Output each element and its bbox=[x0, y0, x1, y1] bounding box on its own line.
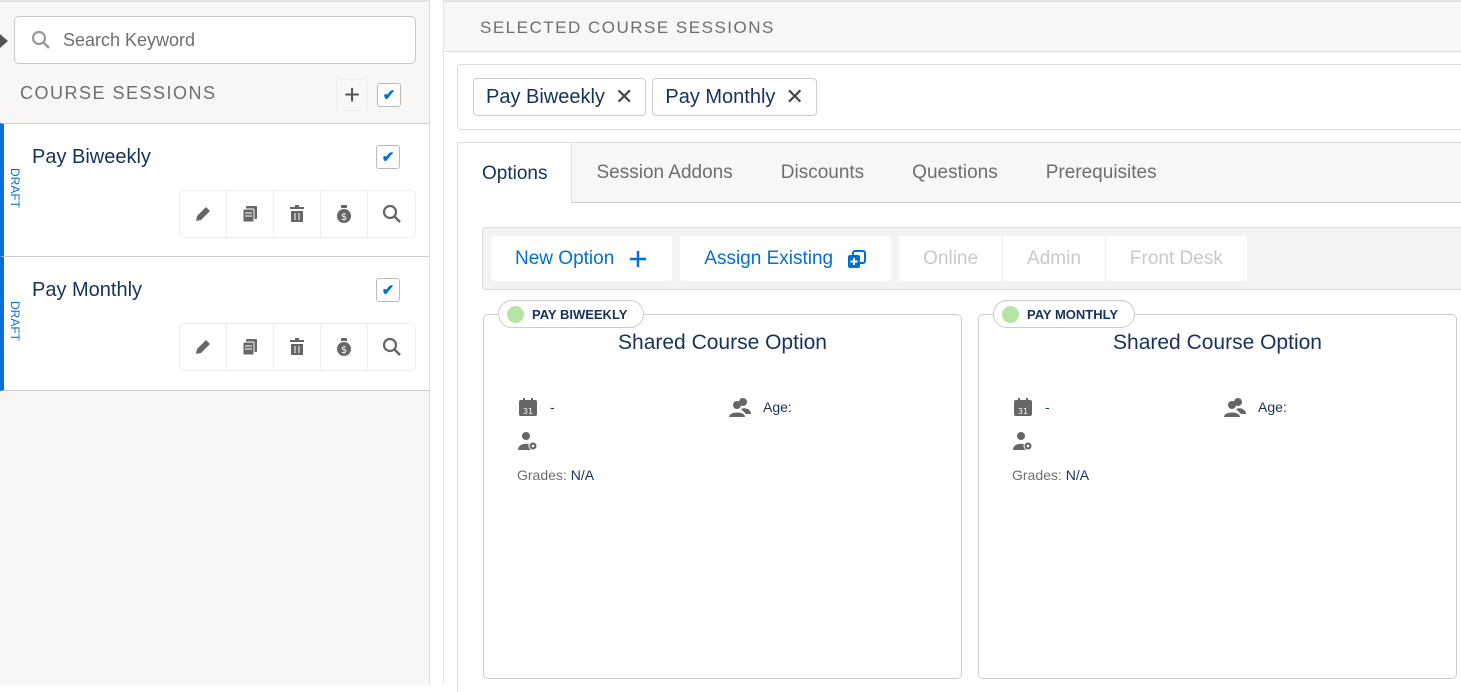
session-item[interactable]: Pay Biweekly DRAFT ✔ $ bbox=[0, 123, 429, 256]
session-checkbox[interactable]: ✔ bbox=[376, 278, 400, 302]
session-checkbox[interactable]: ✔ bbox=[376, 145, 400, 169]
person-location-icon bbox=[518, 432, 538, 451]
status-dot bbox=[1002, 305, 1019, 323]
badge-label: PAY MONTHLY bbox=[1027, 306, 1119, 322]
status-dot bbox=[507, 305, 524, 323]
tab-prerequisites[interactable]: Prerequisites bbox=[1045, 161, 1157, 183]
new-option-label: New Option bbox=[515, 247, 615, 269]
search-icon[interactable] bbox=[368, 324, 415, 370]
selected-tags: Pay Biweekly ✕ Pay Monthly ✕ bbox=[457, 64, 1461, 130]
search-placeholder: Search Keyword bbox=[63, 29, 196, 50]
copy-icon[interactable] bbox=[227, 324, 274, 370]
trash-icon[interactable] bbox=[274, 191, 321, 237]
grades-label: Grades: bbox=[517, 467, 567, 483]
grades-field: Grades: N/A bbox=[517, 467, 594, 483]
filter-online[interactable]: Online bbox=[899, 236, 1004, 281]
tab-discounts[interactable]: Discounts bbox=[780, 161, 865, 183]
age-label: Age: bbox=[1258, 399, 1287, 415]
assign-existing-button[interactable]: Assign Existing bbox=[680, 236, 892, 281]
svg-text:31: 31 bbox=[523, 407, 533, 416]
copy-icon[interactable] bbox=[227, 191, 274, 237]
session-item[interactable]: Pay Monthly DRAFT ✔ $ bbox=[0, 256, 429, 391]
collapse-arrow-icon[interactable] bbox=[0, 34, 8, 48]
calendar-icon: 31 bbox=[1014, 398, 1032, 416]
tab-content bbox=[457, 202, 1461, 692]
filter-admin[interactable]: Admin bbox=[1003, 236, 1106, 281]
tab-session-addons[interactable]: Session Addons bbox=[596, 161, 733, 183]
age-label: Age: bbox=[763, 399, 792, 415]
tag-pay-monthly: Pay Monthly ✕ bbox=[652, 78, 817, 116]
grades-field: Grades: N/A bbox=[1012, 467, 1089, 483]
filter-front-desk[interactable]: Front Desk bbox=[1105, 236, 1247, 281]
date-value: - bbox=[1045, 399, 1050, 415]
badge-label: PAY BIWEEKLY bbox=[532, 306, 628, 322]
session-badge: PAY BIWEEKLY bbox=[498, 300, 645, 328]
session-badge: PAY MONTHLY bbox=[993, 300, 1136, 328]
tab-questions[interactable]: Questions bbox=[912, 161, 998, 183]
money-bag-icon[interactable]: $ bbox=[321, 324, 368, 370]
selected-sessions-header: SELECTED COURSE SESSIONS bbox=[444, 0, 1461, 52]
calendar-icon: 31 bbox=[519, 398, 537, 416]
grades-value: N/A bbox=[570, 467, 595, 483]
options-toolbar: New Option Assign Existing Online Admin … bbox=[482, 227, 1461, 290]
search-icon bbox=[31, 30, 50, 49]
plus-icon bbox=[630, 250, 647, 267]
person-location-icon bbox=[1013, 432, 1033, 451]
section-title: COURSE SESSIONS bbox=[20, 83, 217, 103]
divider bbox=[443, 0, 444, 685]
tag-pay-biweekly: Pay Biweekly ✕ bbox=[473, 78, 647, 116]
grades-label: Grades: bbox=[1012, 467, 1062, 483]
tab-bar: Options Session Addons Discounts Questio… bbox=[457, 142, 1461, 204]
search-icon[interactable] bbox=[368, 191, 415, 237]
tag-label: Pay Monthly bbox=[665, 85, 776, 108]
card-title: Shared Course Option bbox=[618, 331, 827, 354]
option-card[interactable]: PAY BIWEEKLY Shared Course Option 31 - Ag… bbox=[483, 300, 962, 679]
svg-text:$: $ bbox=[341, 212, 347, 223]
new-option-button[interactable]: New Option bbox=[491, 236, 673, 281]
assign-icon bbox=[848, 249, 867, 268]
people-icon bbox=[1224, 398, 1246, 417]
assign-existing-label: Assign Existing bbox=[704, 247, 834, 269]
session-name: Pay Monthly bbox=[32, 279, 143, 301]
date-value: - bbox=[550, 399, 555, 415]
option-card[interactable]: PAY MONTHLY Shared Course Option 31 - Age… bbox=[978, 300, 1457, 679]
select-all-checkbox[interactable]: ✔ bbox=[377, 83, 401, 107]
search-input[interactable]: Search Keyword bbox=[14, 16, 416, 64]
status-label: DRAFT bbox=[8, 301, 22, 341]
add-session-button[interactable]: + bbox=[336, 79, 368, 111]
svg-text:$: $ bbox=[341, 345, 347, 356]
trash-icon[interactable] bbox=[274, 324, 321, 370]
card-title: Shared Course Option bbox=[1113, 331, 1322, 354]
money-bag-icon[interactable]: $ bbox=[321, 191, 368, 237]
edit-icon[interactable] bbox=[180, 191, 227, 237]
session-name: Pay Biweekly bbox=[32, 146, 151, 168]
status-label: DRAFT bbox=[8, 168, 22, 208]
people-icon bbox=[729, 398, 751, 417]
close-icon[interactable]: ✕ bbox=[785, 84, 804, 109]
close-icon[interactable]: ✕ bbox=[614, 84, 634, 109]
svg-text:31: 31 bbox=[1018, 407, 1028, 416]
edit-icon[interactable] bbox=[180, 324, 227, 370]
grades-value: N/A bbox=[1065, 467, 1090, 483]
tab-options[interactable]: Options bbox=[458, 143, 573, 204]
tag-label: Pay Biweekly bbox=[486, 85, 605, 108]
